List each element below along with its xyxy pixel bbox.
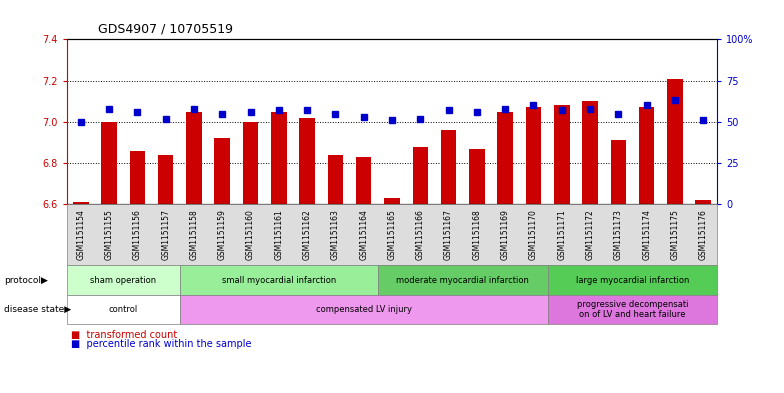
Text: ■  transformed count: ■ transformed count	[71, 330, 177, 340]
Bar	[667, 79, 683, 204]
Text: GSM1151175: GSM1151175	[670, 209, 680, 260]
Text: GSM1151162: GSM1151162	[303, 209, 311, 260]
Text: GSM1151161: GSM1151161	[274, 209, 283, 260]
Bar	[611, 140, 626, 204]
Text: large myocardial infarction: large myocardial infarction	[575, 275, 689, 285]
Bar	[639, 107, 655, 204]
Text: GSM1151158: GSM1151158	[190, 209, 198, 260]
Text: moderate myocardial infarction: moderate myocardial infarction	[396, 275, 529, 285]
Text: control: control	[109, 305, 138, 314]
Bar	[243, 122, 258, 204]
Text: GSM1151156: GSM1151156	[132, 209, 142, 260]
Text: GSM1151173: GSM1151173	[614, 209, 622, 260]
Bar	[356, 157, 372, 204]
Bar	[101, 122, 117, 204]
Text: disease state▶: disease state▶	[4, 305, 71, 314]
Text: GSM1151164: GSM1151164	[359, 209, 368, 260]
Text: GSM1151169: GSM1151169	[501, 209, 510, 260]
Bar	[384, 198, 400, 204]
Text: GSM1151176: GSM1151176	[699, 209, 708, 260]
Text: GDS4907 / 10705519: GDS4907 / 10705519	[98, 22, 233, 35]
Text: GSM1151160: GSM1151160	[246, 209, 255, 260]
Bar	[497, 112, 513, 204]
Text: GSM1151172: GSM1151172	[586, 209, 594, 260]
Bar	[583, 101, 598, 204]
Bar	[271, 112, 287, 204]
Bar	[129, 151, 145, 204]
Bar	[299, 118, 315, 204]
Text: progressive decompensati
on of LV and heart failure: progressive decompensati on of LV and he…	[577, 300, 688, 319]
Text: GSM1151163: GSM1151163	[331, 209, 340, 260]
Text: compensated LV injury: compensated LV injury	[316, 305, 412, 314]
Text: GSM1151155: GSM1151155	[104, 209, 114, 260]
Bar	[328, 155, 343, 204]
Text: GSM1151171: GSM1151171	[557, 209, 566, 260]
Text: GSM1151174: GSM1151174	[642, 209, 652, 260]
Text: small myocardial infarction: small myocardial infarction	[222, 275, 336, 285]
Bar	[526, 107, 541, 204]
Text: GSM1151167: GSM1151167	[444, 209, 453, 260]
Bar	[215, 138, 230, 204]
Bar	[695, 200, 711, 204]
Text: GSM1151170: GSM1151170	[529, 209, 538, 260]
Text: GSM1151168: GSM1151168	[473, 209, 481, 260]
Text: GSM1151165: GSM1151165	[387, 209, 397, 260]
Bar	[73, 202, 89, 204]
Bar	[469, 149, 485, 204]
Text: GSM1151159: GSM1151159	[218, 209, 227, 260]
Bar	[186, 112, 201, 204]
Text: protocol▶: protocol▶	[4, 275, 48, 285]
Bar	[412, 147, 428, 204]
Text: GSM1151154: GSM1151154	[76, 209, 85, 260]
Text: GSM1151166: GSM1151166	[416, 209, 425, 260]
Bar	[554, 105, 569, 204]
Text: ■  percentile rank within the sample: ■ percentile rank within the sample	[71, 339, 251, 349]
Bar	[158, 155, 173, 204]
Text: sham operation: sham operation	[90, 275, 156, 285]
Bar	[441, 130, 456, 204]
Text: GSM1151157: GSM1151157	[162, 209, 170, 260]
